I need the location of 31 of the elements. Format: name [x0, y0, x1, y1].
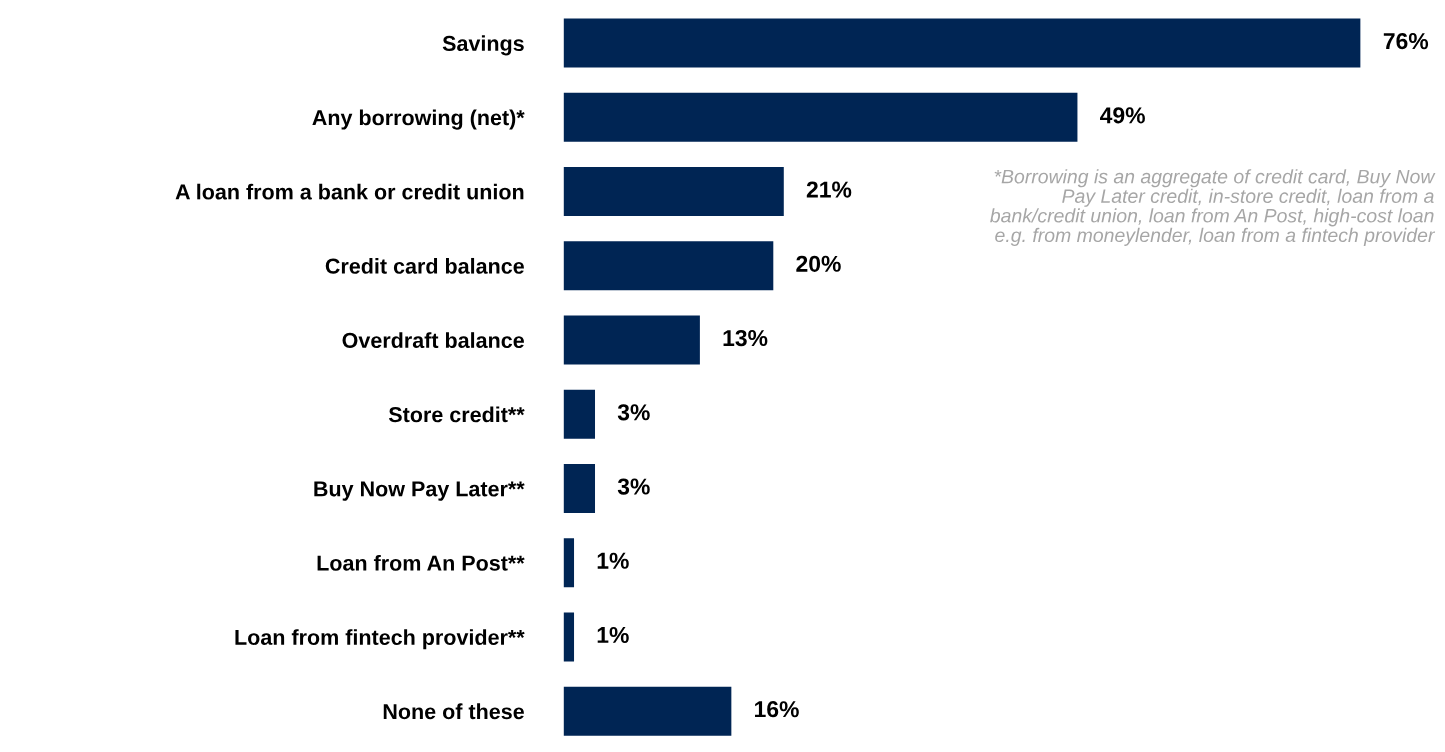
bar	[563, 241, 774, 291]
data-label: 1%	[597, 626, 629, 644]
annotation: *Borrowing is an aggregate of credit card, Buy Now Pay Later credit, in-store credit, loan from a bank/credit union, loan from An Post, high-cost loan e.g. from moneylender, loan from a fintech provider	[990, 169, 1436, 246]
bar	[563, 18, 1361, 68]
y-tick-label: None of these	[383, 703, 524, 720]
y-tick-label: Loan from fintech provider**	[235, 629, 525, 650]
y-tick-label: A loan from a bank or credit union	[175, 183, 524, 200]
y-tick-label: Credit card balance	[325, 257, 524, 274]
data-label: 21%	[806, 181, 852, 198]
bar	[563, 612, 575, 662]
y-tick-label: Overdraft balance	[342, 332, 524, 349]
data-label: 1%	[597, 552, 629, 569]
data-label: 76%	[1383, 32, 1429, 50]
y-tick-label: Store credit**	[388, 406, 525, 423]
data-label: 49%	[1100, 107, 1145, 124]
bar	[563, 167, 784, 217]
bar	[563, 389, 596, 439]
bar	[563, 686, 732, 736]
data-label: 16%	[755, 701, 799, 718]
bar	[563, 463, 596, 513]
y-tick-label: Loan from An Post**	[317, 554, 525, 571]
y-tick-label: Buy Now Pay Later**	[314, 481, 525, 501]
data-label: 20%	[796, 255, 841, 272]
bar	[563, 538, 575, 588]
data-label: 3%	[617, 404, 650, 421]
data-label: 3%	[617, 478, 650, 495]
y-tick-label: Any borrowing (net)*	[312, 109, 525, 130]
y-tick-label: Savings	[442, 35, 524, 56]
data-label: 13%	[723, 329, 768, 347]
bar	[563, 92, 1078, 142]
bar	[563, 315, 700, 365]
